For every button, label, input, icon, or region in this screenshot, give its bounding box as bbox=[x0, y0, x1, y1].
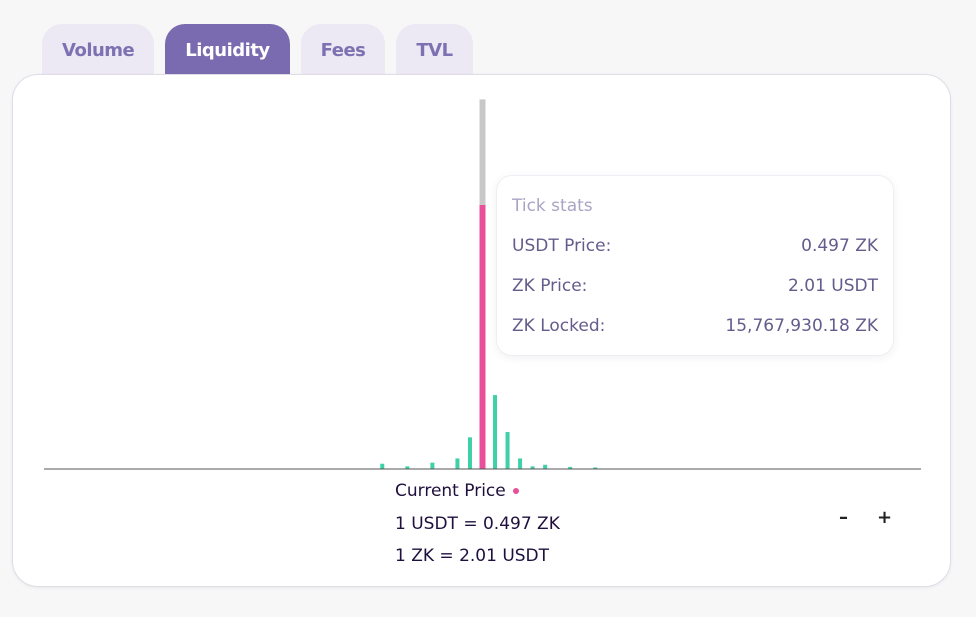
tooltip-value: 2.01 USDT bbox=[788, 276, 878, 296]
tooltip-label: ZK Price: bbox=[512, 276, 588, 296]
active-tick-bar bbox=[479, 205, 486, 469]
liquidity-bar bbox=[518, 458, 523, 469]
tooltip-value: 15,767,930.18 ZK bbox=[725, 316, 878, 336]
liquidity-bar bbox=[405, 466, 410, 469]
tooltip-value: 0.497 ZK bbox=[801, 236, 878, 256]
liquidity-bar bbox=[593, 467, 598, 469]
price-zk-to-usdt: 1 ZK = 2.01 USDT bbox=[395, 546, 550, 566]
liquidity-bar bbox=[530, 466, 535, 469]
tab-fees[interactable]: Fees bbox=[300, 24, 386, 76]
tick-stats-tooltip: Tick stats USDT Price: 0.497 ZK ZK Price… bbox=[496, 175, 894, 356]
tab-tvl[interactable]: TVL bbox=[396, 24, 473, 76]
chart-tabs: Volume Liquidity Fees TVL bbox=[42, 24, 473, 76]
zoom-in-button[interactable]: + bbox=[877, 507, 893, 528]
liquidity-chart[interactable] bbox=[13, 75, 952, 588]
current-price-label: Current Price bbox=[395, 481, 519, 501]
liquidity-bar bbox=[455, 458, 460, 469]
price-usdt-to-zk: 1 USDT = 0.497 ZK bbox=[395, 514, 560, 534]
liquidity-bar bbox=[380, 463, 385, 469]
tooltip-row-zk-locked: ZK Locked: 15,767,930.18 ZK bbox=[512, 316, 878, 336]
liquidity-chart-card: Tick stats USDT Price: 0.497 ZK ZK Price… bbox=[12, 74, 951, 587]
current-price-text: Current Price bbox=[395, 481, 506, 501]
liquidity-bar bbox=[568, 466, 573, 469]
tooltip-label: ZK Locked: bbox=[512, 316, 606, 336]
liquidity-bar bbox=[467, 437, 472, 469]
tab-volume[interactable]: Volume bbox=[42, 24, 155, 76]
liquidity-bar bbox=[493, 395, 498, 469]
liquidity-bar bbox=[505, 432, 510, 469]
liquidity-bar bbox=[430, 462, 435, 469]
tooltip-row-zk-price: ZK Price: 2.01 USDT bbox=[512, 276, 878, 296]
zoom-out-button[interactable]: – bbox=[839, 507, 848, 528]
liquidity-bar bbox=[543, 464, 548, 469]
tooltip-row-usdt-price: USDT Price: 0.497 ZK bbox=[512, 236, 878, 256]
tab-liquidity[interactable]: Liquidity bbox=[165, 24, 290, 76]
current-price-dot bbox=[512, 488, 519, 494]
tooltip-title: Tick stats bbox=[512, 196, 593, 216]
tooltip-label: USDT Price: bbox=[512, 236, 612, 256]
